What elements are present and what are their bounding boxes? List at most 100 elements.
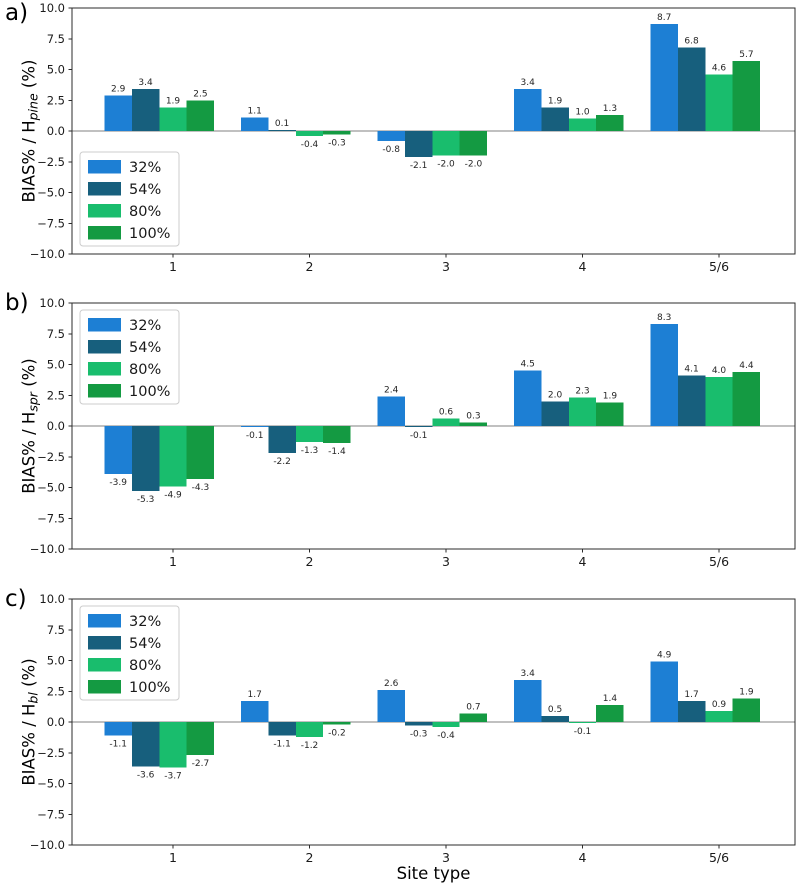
bar-value-label: -4.9 (164, 490, 182, 500)
bar-value-label: 3.4 (521, 669, 536, 679)
y-tick-label: 5.0 (47, 654, 65, 668)
bar-100%-site-5/6 (732, 371, 761, 426)
y-tick-label: 10.0 (39, 1, 65, 15)
bar-100%-site-1 (186, 426, 215, 479)
bar-value-label: 0.3 (466, 411, 480, 421)
bar-32%-site-1 (104, 95, 132, 131)
bar-value-label: -1.4 (328, 447, 346, 457)
y-tick-label: −10.0 (30, 247, 65, 261)
x-tick-label-site-5/6: 5/6 (709, 554, 729, 569)
legend: 32% 54% 80% 100% (79, 309, 180, 405)
bar-value-label: 2.6 (384, 679, 399, 689)
bar-100%-site-3 (459, 422, 488, 426)
legend-swatch-100% (88, 226, 121, 240)
bar-32%-site-4 (514, 89, 542, 131)
bar-100%-site-2 (323, 426, 351, 444)
x-tick-label-site-1: 1 (169, 850, 177, 865)
legend-swatch-100% (88, 384, 121, 398)
bar-value-label: 4.5 (521, 360, 535, 370)
x-tick-label-site-1: 1 (169, 554, 177, 569)
bar-100%-site-4 (596, 704, 624, 722)
bar-80%-site-5/6 (705, 74, 733, 131)
bar-value-label: -1.1 (273, 740, 291, 750)
bar-value-label: 2.3 (575, 387, 589, 397)
bar-value-label: 4.9 (657, 651, 672, 661)
legend-label-80%: 80% (129, 362, 161, 378)
bar-value-label: 0.1 (275, 119, 289, 129)
bar-value-label: -2.7 (192, 759, 210, 769)
bar-value-label: 1.9 (603, 392, 618, 402)
bar-32%-site-2 (241, 701, 269, 722)
bar-value-label: -2.0 (437, 160, 455, 170)
bar-54%-site-4 (541, 401, 569, 426)
y-tick-label: 7.5 (47, 623, 65, 637)
y-tick-label: 10.0 (39, 296, 65, 310)
legend-swatch-80% (88, 362, 121, 376)
bar-value-label: 0.7 (466, 702, 480, 712)
y-tick-label: −7.5 (37, 511, 65, 525)
bar-80%-site-1 (159, 426, 187, 487)
bar-value-label: 1.7 (684, 690, 698, 700)
bar-32%-site-4 (514, 680, 542, 722)
bar-80%-site-1 (159, 107, 187, 131)
x-tick-label-site-5/6: 5/6 (709, 850, 729, 865)
bar-value-label: 1.9 (548, 97, 563, 107)
legend-swatch-80% (88, 658, 121, 672)
bar-100%-site-5/6 (732, 60, 761, 131)
bar-80%-site-3 (432, 418, 460, 426)
bar-value-label: -0.3 (410, 730, 428, 740)
y-tick-label: −5.0 (37, 186, 65, 200)
bar-32%-site-3 (377, 396, 405, 426)
bar-54%-site-4 (541, 715, 569, 723)
bar-100%-site-3 (459, 713, 488, 722)
bar-100%-site-2 (323, 722, 351, 725)
bar-value-label: 4.4 (739, 361, 754, 371)
x-tick-label-site-4: 4 (579, 554, 587, 569)
bar-54%-site-4 (541, 107, 569, 131)
bar-value-label: -0.1 (574, 727, 592, 737)
bar-100%-site-4 (596, 402, 624, 426)
x-tick-label-site-2: 2 (306, 259, 314, 274)
bar-80%-site-3 (432, 131, 460, 156)
bar-value-label: -4.3 (192, 483, 210, 493)
bar-value-label: 4.6 (712, 63, 727, 73)
bar-value-label: 1.3 (603, 104, 617, 114)
y-tick-label: −2.5 (37, 155, 65, 169)
bar-value-label: 5.7 (739, 50, 753, 60)
bar-80%-site-4 (568, 397, 597, 426)
bar-value-label: 2.9 (111, 84, 126, 94)
bar-value-label: -2.2 (273, 457, 291, 467)
bar-value-label: -0.2 (328, 729, 346, 739)
bar-32%-site-5/6 (650, 323, 678, 426)
legend-box (79, 151, 180, 247)
y-tick-label: 2.5 (47, 93, 65, 107)
bar-value-label: -0.3 (328, 139, 346, 149)
bar-value-label: 1.9 (739, 688, 754, 698)
y-tick-label: 5.0 (47, 63, 65, 77)
bar-value-label: 0.9 (712, 700, 727, 710)
legend-box (79, 605, 180, 701)
x-tick-label-site-3: 3 (442, 850, 450, 865)
y-tick-label: 7.5 (47, 32, 65, 46)
legend-label-54%: 54% (129, 340, 161, 356)
legend-label-32%: 32% (129, 614, 161, 630)
y-tick-label: 10.0 (39, 592, 65, 606)
y-tick-label: 7.5 (47, 327, 65, 341)
bar-value-label: -2.0 (465, 160, 483, 170)
bar-54%-site-3 (404, 131, 433, 157)
panel-b-label: b) (5, 290, 29, 316)
bar-80%-site-2 (295, 722, 324, 737)
x-tick-label-site-2: 2 (306, 850, 314, 865)
legend-swatch-80% (88, 204, 121, 218)
x-tick-label-site-5/6: 5/6 (709, 259, 729, 274)
bar-54%-site-3 (404, 722, 433, 726)
bar-100%-site-1 (186, 722, 215, 756)
x-axis-title: Site type (396, 864, 471, 883)
legend-swatch-54% (88, 636, 121, 650)
bar-value-label: -1.1 (109, 740, 127, 750)
x-tick-label-site-4: 4 (579, 850, 587, 865)
legend-swatch-100% (88, 680, 121, 694)
bar-54%-site-1 (131, 722, 160, 767)
